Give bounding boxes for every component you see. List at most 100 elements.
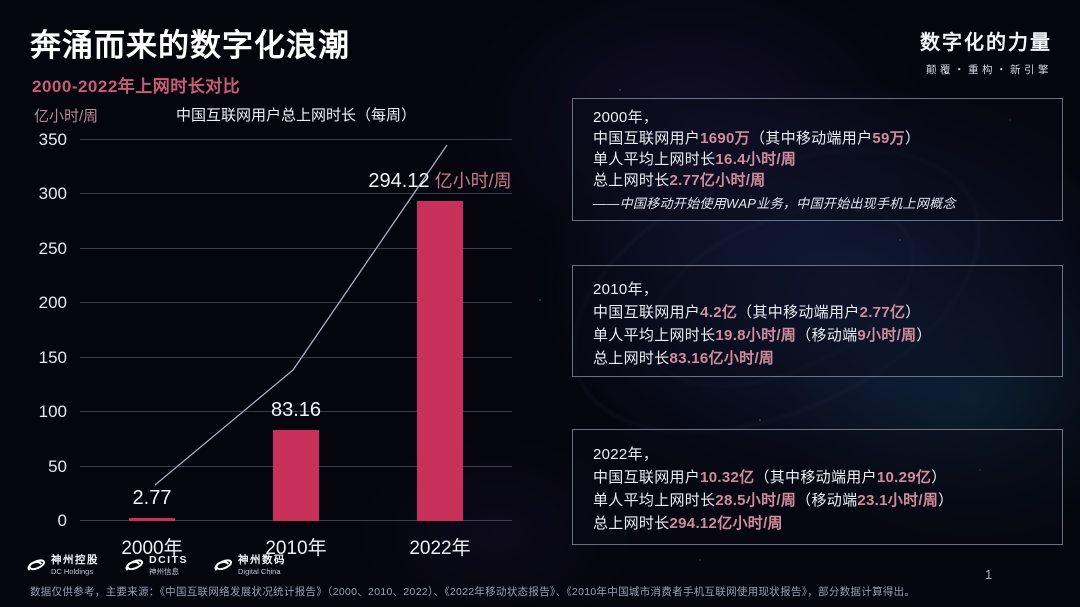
y-axis-tick-label: 0: [57, 511, 67, 530]
bar-value-label: 83.16: [270, 399, 322, 422]
stat-text: 单人平均上网时长: [593, 327, 716, 344]
stat-value: 16.4小时/周: [715, 151, 797, 168]
card-text-line: 2010年，: [593, 278, 1042, 301]
stat-value: 19.8小时/周: [715, 327, 797, 344]
gridline: [80, 411, 512, 413]
card-text-line: 中国互联网用户4.2亿（其中移动端用户2.77亿）: [593, 301, 1042, 324]
stat-text: 总上网时长: [593, 172, 670, 189]
bar-value-unit: 亿小时/周: [429, 170, 512, 191]
stat-text: 中国互联网用户: [593, 469, 701, 486]
stat-value: 4.2亿: [700, 304, 738, 321]
bar-label: 2.77: [133, 487, 172, 510]
stat-value: 83.16亿小时/周: [669, 350, 775, 367]
y-axis-unit-label: 亿小时/周: [34, 108, 99, 125]
y-axis-tick-label: 350: [38, 130, 67, 149]
stat-value: 2.77亿: [859, 304, 906, 321]
y-axis-tick-label: 50: [48, 456, 67, 476]
card-text-line: 中国互联网用户1690万（其中移动端用户59万）: [593, 128, 1042, 149]
trend-line: [154, 144, 448, 486]
stat-text: ）: [905, 304, 921, 321]
card-text-line: 单人平均上网时长16.4小时/周: [593, 149, 1042, 170]
bar-value-label: 294.12: [368, 169, 430, 192]
stat-text: 总上网时长: [593, 350, 670, 367]
bar-2022年: [417, 200, 463, 521]
gridline: [80, 247, 512, 249]
y-axis-tick-label: 200: [38, 293, 67, 313]
card-text-line: 总上网时长294.12亿小时/周: [593, 512, 1042, 535]
stat-text: 2022年，: [593, 446, 659, 463]
stat-text: （其中移动端用户: [737, 304, 860, 321]
galaxy-logo-icon: [214, 559, 233, 571]
logo-text-cn: 神州数码: [238, 554, 286, 566]
plot-area: 0 50 100 150 200 250 300 350 2.77 2000年 83.16 2010年…: [39, 130, 512, 559]
page-number: 1: [985, 567, 993, 582]
card-text-line: 中国互联网用户10.32亿（其中移动端用户10.29亿）: [593, 466, 1042, 489]
logo-digital-china: 神州数码 Digital China: [212, 555, 286, 576]
stat-value: 2.77亿小时/周: [669, 172, 766, 189]
gridline: [80, 193, 512, 195]
bar-label: 83.16: [271, 399, 321, 422]
stat-text: （移动端: [796, 327, 858, 344]
y-axis-tick-label: 100: [38, 402, 67, 422]
gridline: [80, 302, 512, 304]
card-text-line: 单人平均上网时长28.5小时/周（移动端23.1小时/周）: [593, 489, 1042, 512]
card-text-line: 总上网时长83.16亿小时/周: [593, 347, 1042, 370]
y-axis-tick-label: 150: [38, 347, 67, 367]
info-card-2010: 2010年， 中国互联网用户4.2亿（其中移动端用户2.77亿） 单人平均上网时长1…: [572, 265, 1063, 377]
stat-value: 294.12亿小时/周: [669, 515, 783, 532]
card-note-line: ——中国移动开始使用WAP业务，中国开始出现手机上网概念: [593, 193, 1042, 214]
stat-text: ）: [931, 469, 947, 486]
stat-value: 9小时/周: [857, 327, 917, 344]
x-axis-label: 2010年: [265, 538, 327, 559]
gridline: [80, 356, 512, 358]
brand-name: 数字化的力量: [920, 32, 1052, 54]
chart-title: 中国互联网用户总上网时长（每周）: [175, 107, 416, 124]
stat-text: 单人平均上网时长: [593, 151, 716, 168]
info-card-2022: 2022年， 中国互联网用户10.32亿（其中移动端用户10.29亿） 单人平均上网…: [572, 429, 1063, 545]
stat-text: 中国互联网用户: [593, 304, 701, 321]
info-card-2000: 2000年， 中国互联网用户1690万（其中移动端用户59万） 单人平均上网时长16…: [572, 98, 1063, 221]
logo-text-cn: 神州控股: [51, 554, 99, 566]
stat-value: 1690万: [700, 130, 750, 147]
stat-text: ）: [938, 492, 954, 509]
gridline: [80, 139, 512, 140]
galaxy-logo-icon: [27, 559, 46, 571]
stat-text: （移动端: [796, 492, 858, 509]
stat-value: 10.29亿: [876, 469, 932, 486]
stat-text: 总上网时长: [593, 515, 670, 532]
stat-text: ——中国移动开始使用WAP业务，中国开始出现手机上网概念: [593, 196, 956, 211]
card-text-line: 单人平均上网时长19.8小时/周（移动端9小时/周）: [593, 324, 1042, 347]
brand-tagline: 颠覆・重构・新引擎: [926, 64, 1052, 76]
logo-text-en: 神州信息: [149, 567, 179, 576]
card-text-line: 2022年，: [593, 443, 1042, 466]
logo-dc-holdings: 神州控股 DC Holdings: [25, 555, 99, 576]
footer-logos: 神州控股 DC Holdings DCITS 神州信息 神州数码 Digital…: [25, 555, 286, 576]
x-axis-label: 2022年: [409, 538, 471, 559]
logo-text-cn: DCITS: [149, 554, 188, 566]
galaxy-logo-icon: [125, 559, 144, 571]
y-axis-tick-label: 250: [38, 238, 67, 258]
y-axis-tick-label: 300: [38, 184, 67, 204]
logo-text-en: DC Holdings: [51, 567, 94, 576]
data-source-note: 数据仅供参考，主要来源：《中国互联网络发展状况统计报告》（2000、2010、2…: [30, 586, 916, 598]
card-text-line: 2000年，: [593, 107, 1042, 128]
bar-label: 294.12 亿小时/周: [368, 167, 511, 193]
bar-2000年: [128, 518, 175, 521]
page-title: 奔涌而来的数字化浪潮: [30, 28, 350, 63]
stat-text: ）: [916, 327, 932, 344]
stat-text: （其中移动端用户: [749, 130, 873, 147]
stat-text: ）: [904, 130, 921, 147]
logo-text-en: Digital China: [238, 567, 281, 576]
stat-value: 28.5小时/周: [715, 492, 797, 509]
stat-text: 2010年，: [593, 281, 659, 298]
logo-dcits: DCITS 神州信息: [123, 555, 188, 576]
page-subtitle: 2000-2022年上网时长对比: [32, 77, 241, 96]
bar-value-label: 2.77: [132, 487, 172, 509]
stat-value: 59万: [872, 130, 905, 147]
stat-value: 23.1小时/周: [857, 492, 939, 509]
stat-text: 2000年，: [593, 109, 659, 126]
stat-text: 中国互联网用户: [593, 130, 701, 147]
stat-text: （其中移动端用户: [754, 469, 877, 486]
stat-value: 10.32亿: [700, 469, 755, 486]
